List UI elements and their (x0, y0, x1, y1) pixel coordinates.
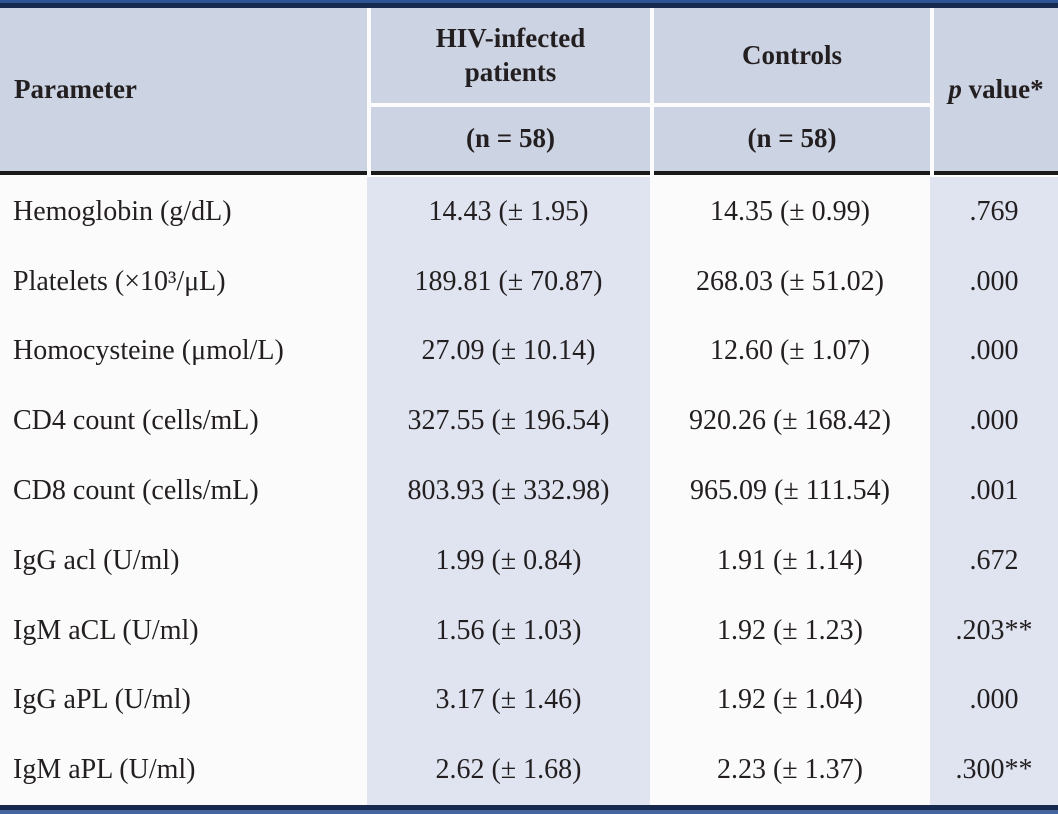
header-underline (0, 171, 1058, 175)
table-header: Parameter HIV-infected patients (n = 58)… (0, 8, 1058, 171)
table-cell-parameter: IgM aPL (U/ml) (13, 754, 196, 786)
table-cell-parameter: IgG aPL (U/ml) (13, 684, 191, 716)
table-cell-p-value: .672 (930, 525, 1058, 596)
table-cell-parameter: CD8 count (cells/mL) (13, 474, 259, 506)
table-cell-p-value: .300** (930, 735, 1058, 805)
table-cell-parameter: IgM aCL (U/ml) (13, 614, 199, 646)
table-bottom-border-dark (0, 805, 1058, 810)
table-cell-parameter: IgG acl (U/ml) (13, 544, 180, 576)
header-underline-segment (654, 171, 930, 175)
header-hiv-group-label: HIV-infected patients (435, 22, 586, 87)
table-cell-p-value: .000 (930, 386, 1058, 457)
table-cell-hiv-value: 1.56 (± 1.03) (367, 595, 650, 666)
header-p-value-rest: value* (968, 73, 1044, 104)
table-cell-hiv-value: 189.81 (± 70.87) (367, 246, 650, 317)
table-cell-hiv-value: 803.93 (± 332.98) (367, 456, 650, 526)
header-underline-segment (934, 171, 1058, 175)
header-divider-vertical-2 (650, 8, 654, 171)
table-cell-controls-value: 1.92 (± 1.23) (716, 614, 863, 646)
header-parameter-label: Parameter (14, 73, 137, 104)
header-divider-vertical-3 (930, 8, 934, 171)
header-divider-vertical-1 (367, 8, 371, 171)
table-cell-controls-value: 920.26 (± 168.42) (688, 405, 891, 437)
table-cell-parameter: CD4 count (cells/mL) (13, 405, 259, 437)
header-cell-parameter: Parameter (0, 8, 367, 171)
table-bottom-border-light (0, 810, 1058, 814)
header-underline-segment (0, 171, 367, 175)
header-divider-horizontal-1 (371, 103, 650, 107)
table-body: Hemoglobin (g/dL) 14.43 (± 1.95) 14.35 (… (0, 177, 1058, 805)
table-cell-hiv-value: 14.43 (± 1.95) (367, 177, 650, 247)
table-cell-controls-value: 1.92 (± 1.04) (716, 684, 863, 716)
header-cell-p-value: p value* (934, 8, 1058, 171)
header-cell-controls-group: Controls (654, 8, 930, 103)
header-underline-segment (371, 171, 650, 175)
header-underline-gap (367, 171, 371, 175)
table-cell-controls-value: 1.91 (± 1.14) (716, 544, 863, 576)
table-cell-controls-value: 965.09 (± 111.54) (690, 474, 890, 506)
table-cell-p-value: .203** (930, 595, 1058, 666)
table-cell-hiv-value: 3.17 (± 1.46) (367, 665, 650, 736)
header-underline-gap (930, 171, 934, 175)
header-underline-spacer (0, 175, 1058, 177)
table-cell-hiv-value: 27.09 (± 10.14) (367, 316, 650, 387)
header-cell-hiv-n: (n = 58) (371, 107, 650, 171)
header-p-value-p: p (948, 73, 962, 104)
table-cell-p-value: .000 (930, 316, 1058, 387)
table-cell-p-value: .001 (930, 456, 1058, 526)
table-top-border-dark (0, 3, 1058, 8)
header-cell-controls-n: (n = 58) (654, 107, 930, 171)
header-cell-hiv-group: HIV-infected patients (371, 8, 650, 103)
table-cell-p-value: .000 (930, 665, 1058, 736)
header-hiv-n-label: (n = 58) (466, 123, 555, 154)
header-controls-n-label: (n = 58) (747, 123, 837, 154)
table-cell-hiv-value: 2.62 (± 1.68) (367, 735, 650, 805)
table-cell-controls-value: 14.35 (± 0.99) (709, 195, 870, 227)
table-cell-parameter: Hemoglobin (g/dL) (13, 195, 232, 227)
table-cell-p-value: .000 (930, 246, 1058, 317)
table-cell-hiv-value: 327.55 (± 196.54) (367, 386, 650, 457)
table-cell-controls-value: 2.23 (± 1.37) (716, 754, 863, 786)
table-cell-controls-value: 12.60 (± 1.07) (709, 335, 870, 367)
table-top-border-light (0, 0, 1058, 3)
header-controls-group-label: Controls (741, 39, 842, 70)
table-cell-parameter: Homocysteine (μmol/L) (13, 335, 284, 367)
table-cell-p-value: .769 (930, 177, 1058, 247)
table-cell-controls-value: 268.03 (± 51.02) (695, 265, 884, 297)
table-cell-parameter: Platelets (×10³/μL) (13, 265, 226, 297)
header-underline-gap (650, 171, 654, 175)
table-cell-hiv-value: 1.99 (± 0.84) (367, 525, 650, 596)
header-divider-horizontal-2 (654, 103, 930, 107)
